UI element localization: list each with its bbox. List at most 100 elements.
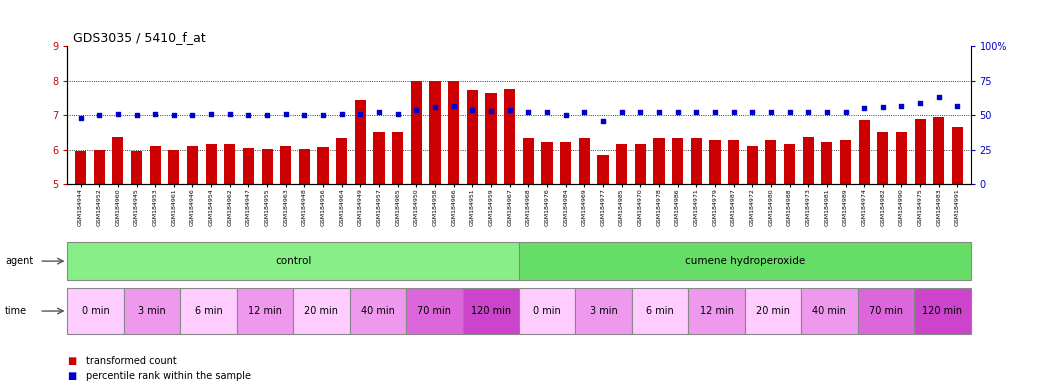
Bar xyxy=(690,138,702,357)
Bar xyxy=(93,150,105,357)
Bar xyxy=(542,142,552,357)
Point xyxy=(110,111,127,117)
Bar xyxy=(467,90,477,357)
Text: time: time xyxy=(5,306,27,316)
Point xyxy=(595,118,611,124)
Bar xyxy=(933,117,945,357)
Text: 3 min: 3 min xyxy=(590,306,618,316)
Bar xyxy=(801,288,857,334)
Bar xyxy=(579,138,590,357)
Bar xyxy=(952,127,963,357)
Text: 20 min: 20 min xyxy=(304,306,338,316)
Bar xyxy=(504,89,515,357)
Bar xyxy=(821,142,832,357)
Point xyxy=(838,109,854,116)
Bar xyxy=(745,288,801,334)
Point xyxy=(576,109,593,116)
Bar xyxy=(575,288,632,334)
Point xyxy=(613,109,630,116)
Text: transformed count: transformed count xyxy=(86,356,176,366)
Bar xyxy=(75,151,86,357)
Bar xyxy=(206,144,217,357)
Bar xyxy=(318,147,329,357)
Bar xyxy=(131,151,142,357)
Point xyxy=(819,109,836,116)
Bar xyxy=(802,137,814,357)
Bar xyxy=(857,288,914,334)
Bar xyxy=(914,119,926,357)
Bar xyxy=(350,288,406,334)
Point xyxy=(763,109,780,116)
Point xyxy=(949,103,965,109)
Point xyxy=(726,109,742,116)
Text: agent: agent xyxy=(5,256,33,266)
Point xyxy=(202,111,219,117)
Point xyxy=(165,112,182,118)
Bar xyxy=(914,288,971,334)
Bar xyxy=(632,288,688,334)
Text: 0 min: 0 min xyxy=(82,306,110,316)
Point xyxy=(427,104,443,110)
Point xyxy=(296,112,312,118)
Point xyxy=(445,103,462,109)
Bar xyxy=(519,242,971,280)
Point xyxy=(539,109,555,116)
Bar xyxy=(597,155,608,357)
Bar xyxy=(243,148,254,357)
Bar xyxy=(519,288,575,334)
Bar xyxy=(709,140,720,357)
Point xyxy=(258,112,275,118)
Text: 12 min: 12 min xyxy=(248,306,282,316)
Bar xyxy=(672,138,683,357)
Point xyxy=(670,109,686,116)
Text: ■: ■ xyxy=(67,356,77,366)
Bar xyxy=(299,149,310,357)
Point xyxy=(333,111,350,117)
Bar xyxy=(67,242,519,280)
Bar xyxy=(168,150,180,357)
Point xyxy=(520,109,537,116)
Bar xyxy=(616,144,627,357)
Point xyxy=(371,109,387,116)
Bar xyxy=(688,288,745,334)
Point xyxy=(73,115,89,121)
Point xyxy=(930,94,947,100)
Point xyxy=(277,111,294,117)
Point xyxy=(91,112,108,118)
Bar xyxy=(430,81,441,357)
Bar xyxy=(746,146,758,357)
Bar xyxy=(374,132,385,357)
Point xyxy=(856,105,873,111)
Bar xyxy=(355,99,366,357)
Bar xyxy=(463,288,519,334)
Bar xyxy=(896,132,907,357)
Text: 6 min: 6 min xyxy=(195,306,222,316)
Bar xyxy=(280,146,292,357)
Bar xyxy=(187,146,198,357)
Bar xyxy=(448,81,459,357)
Bar xyxy=(294,288,350,334)
Text: percentile rank within the sample: percentile rank within the sample xyxy=(86,371,251,381)
Point xyxy=(707,109,723,116)
Point xyxy=(875,104,892,110)
Text: ■: ■ xyxy=(67,371,77,381)
Bar xyxy=(634,144,646,357)
Point xyxy=(240,112,256,118)
Point xyxy=(408,107,425,113)
Point xyxy=(893,103,909,109)
Text: 20 min: 20 min xyxy=(756,306,790,316)
Bar xyxy=(486,93,496,357)
Text: 12 min: 12 min xyxy=(700,306,734,316)
Bar xyxy=(262,149,273,357)
Text: cumene hydroperoxide: cumene hydroperoxide xyxy=(685,256,804,266)
Bar xyxy=(237,288,294,334)
Bar xyxy=(858,121,870,357)
Point xyxy=(483,108,499,114)
Bar xyxy=(561,142,571,357)
Text: GDS3035 / 5410_f_at: GDS3035 / 5410_f_at xyxy=(73,31,206,44)
Bar xyxy=(406,288,463,334)
Point xyxy=(782,109,798,116)
Bar xyxy=(67,288,124,334)
Bar xyxy=(765,140,776,357)
Point xyxy=(651,109,667,116)
